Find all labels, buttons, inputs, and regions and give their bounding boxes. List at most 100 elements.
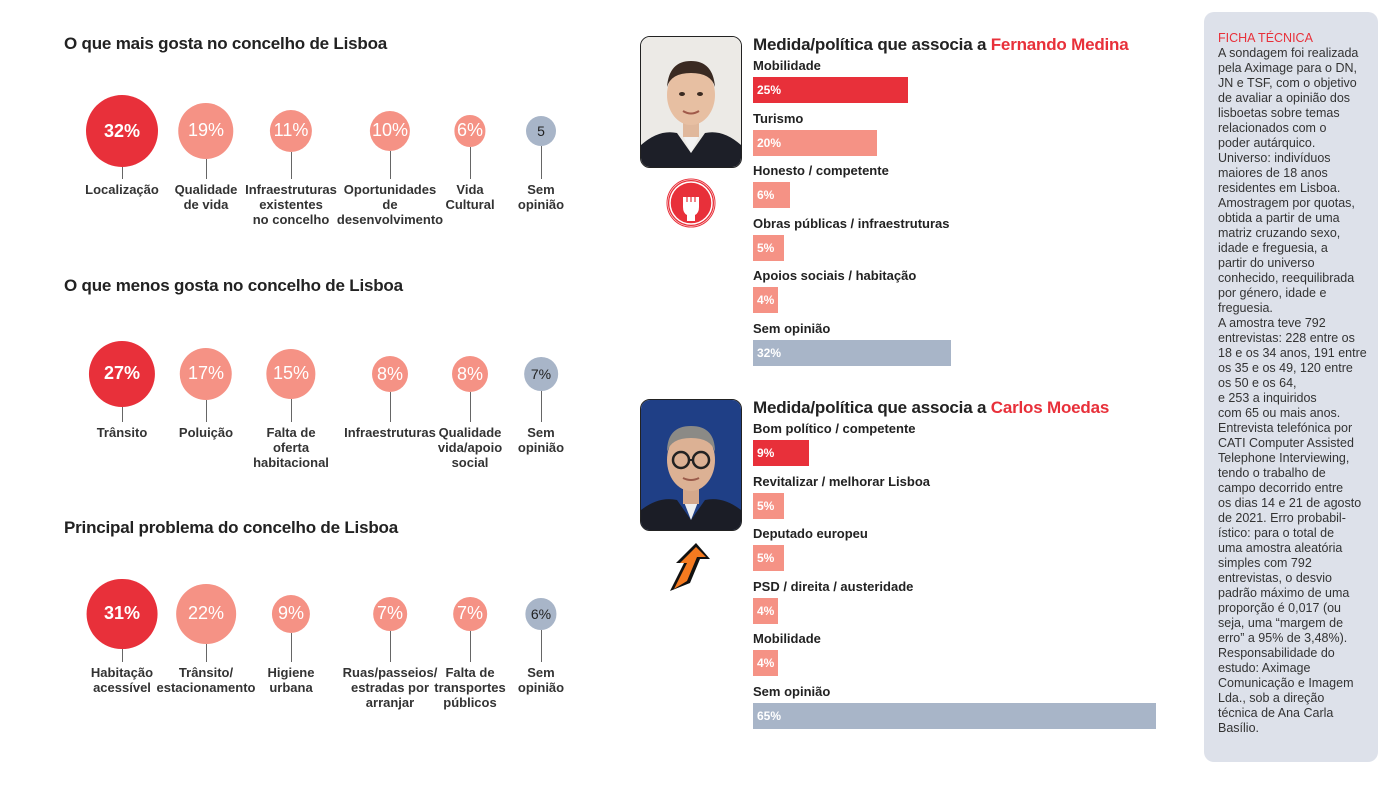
- chart-title-most-liked: O que mais gosta no concelho de Lisboa: [64, 34, 388, 53]
- bubble: 8%: [452, 356, 488, 392]
- bubble-stem: [470, 146, 471, 179]
- ficha-tecnica-heading: FICHA TÉCNICA: [1218, 31, 1313, 45]
- bubble: 5: [526, 116, 556, 146]
- bar-label: Mobilidade: [753, 631, 821, 647]
- bubble-stem: [541, 146, 542, 179]
- bar-label: PSD / direita / austeridade: [753, 578, 914, 594]
- moedas-chart-title: Medida/política que associa a Carlos Moe…: [753, 398, 1110, 417]
- bar: [753, 182, 791, 209]
- bar-value-label: 25%: [757, 83, 782, 97]
- medina-chart-title: Medida/política que associa a Fernando M…: [753, 35, 1129, 54]
- bar: [753, 545, 784, 572]
- bubble-stem: [541, 629, 542, 662]
- bubble: 11%: [269, 109, 313, 153]
- bar-item: Deputado europeu 5%: [753, 525, 1213, 577]
- bar-label: Deputado europeu: [753, 526, 868, 542]
- bubble: 9%: [271, 594, 311, 634]
- bar-item: Sem opinião 65%: [753, 683, 1213, 735]
- bubble-label: Poluição: [178, 425, 234, 440]
- bubble-label: Qualidade de vida: [174, 182, 238, 212]
- bubble-stem: [122, 407, 123, 422]
- bar-item: Revitalizar / melhorar Lisboa 5%: [753, 473, 1213, 525]
- bubble-stem: [206, 643, 207, 662]
- bar-item: Bom político / competente 9%: [753, 420, 1213, 472]
- bubble: 22%: [176, 584, 236, 644]
- bar: [753, 340, 952, 366]
- bar: [753, 129, 877, 156]
- bubble-label: Trânsito/ estacionamento: [156, 665, 256, 695]
- bubble-label: Trânsito: [96, 425, 148, 440]
- psd-party-logo-icon: [666, 539, 716, 593]
- bubble-label: Higiene urbana: [267, 665, 315, 695]
- ficha-tecnica-box: FICHA TÉCNICA A sondagem foi realizada p…: [1204, 12, 1378, 762]
- medina-photo: [640, 36, 742, 168]
- bar-label: Obras públicas / infraestruturas: [753, 215, 950, 231]
- bar-item: Sem opinião 32%: [753, 320, 1213, 372]
- bar-item: Apoios sociais / habitação 4%: [753, 267, 1213, 319]
- bubble-stem: [291, 152, 292, 179]
- bar-value-label: 4%: [757, 656, 775, 671]
- bubble-stem: [541, 390, 542, 422]
- bubble: 19%: [178, 103, 234, 159]
- bubble: 7%: [373, 597, 407, 631]
- bubble: 32%: [86, 95, 158, 167]
- bubble-label: Vida Cultural: [445, 182, 495, 212]
- bar-value-label: 6%: [757, 188, 775, 203]
- bubble: 8%: [372, 356, 408, 392]
- ps-party-logo-icon: [665, 177, 717, 229]
- bar-value-label: 4%: [757, 603, 775, 618]
- bubble-label: Infraestruturas: [344, 425, 436, 440]
- bar: [753, 440, 809, 466]
- bubble-stem: [291, 633, 292, 662]
- bar-item: PSD / direita / austeridade 4%: [753, 578, 1213, 630]
- bar-label: Apoios sociais / habitação: [753, 268, 917, 284]
- bubble-label: Falta de oferta habitacional: [253, 425, 329, 470]
- bar-value-label: 32%: [757, 346, 782, 360]
- bubble-label: Sem opinião: [517, 665, 565, 695]
- bubble-stem: [390, 630, 391, 662]
- bar: [753, 77, 908, 103]
- bubble: 6%: [525, 598, 557, 630]
- bar-label: Sem opinião: [753, 321, 831, 336]
- bubble: 15%: [266, 349, 316, 399]
- bar: [753, 703, 1156, 729]
- bubble-label: Infraestruturas existentes no concelho: [245, 182, 337, 227]
- bubble: 31%: [86, 578, 158, 650]
- bar: [753, 650, 778, 677]
- bar-value-label: 65%: [757, 709, 782, 723]
- bubble-chart-least-liked: 27% Trânsito 17% Poluição 15% Falta de oferta…: [64, 338, 584, 518]
- bar-item: Honesto / competente 6%: [753, 162, 1213, 214]
- bubble-stem: [390, 392, 391, 422]
- bubble: 27%: [88, 340, 156, 408]
- bubble-chart-most-liked: 32% Localização 19% Qualidade de vida 11% Inf…: [64, 95, 584, 275]
- bar-label: Sem opinião: [753, 684, 831, 699]
- ficha-tecnica-text: A sondagem foi realizada pela Aximage pa…: [1218, 46, 1367, 735]
- bar-item: Mobilidade 25%: [753, 57, 1213, 109]
- bubble-stem: [390, 151, 391, 179]
- bubble-label: Oportunidades de desenvolvimento: [336, 182, 444, 227]
- bubble-stem: [206, 158, 207, 179]
- bar-label: Turismo: [753, 110, 804, 126]
- medina-panel: Medida/política que associa a Fernando M…: [640, 35, 1200, 366]
- bubble: 10%: [369, 110, 411, 152]
- bar-value-label: 4%: [757, 293, 775, 308]
- bar-label: Honesto / competente: [753, 163, 889, 179]
- bar-item: Obras públicas / infraestruturas 5%: [753, 215, 1213, 267]
- chart-title-least-liked: O que menos gosta no concelho de Lisboa: [64, 276, 403, 295]
- bubble-stem: [206, 400, 207, 422]
- bubble-label: Qualidade vida/apoio social: [437, 425, 503, 470]
- bubble-label: Sem opinião: [517, 425, 565, 455]
- bubble-stem: [122, 167, 123, 179]
- bar-label: Mobilidade: [753, 58, 821, 73]
- bar-value-label: 9%: [757, 446, 775, 460]
- bar: [753, 287, 778, 314]
- bubble: 6%: [454, 115, 486, 147]
- bubble-chart-main-problem: 31% Habitação acessível 22% Trânsito/ estac…: [64, 578, 584, 758]
- bubble-stem: [470, 392, 471, 422]
- bubble-stem: [291, 398, 292, 422]
- bubble: 7%: [453, 597, 487, 631]
- bubble-label: Ruas/passeios/ estradas por arranjar: [342, 665, 438, 710]
- bar-value-label: 5%: [757, 498, 775, 513]
- bubble: 17%: [179, 347, 233, 401]
- bar-label: Bom político / competente: [753, 421, 916, 436]
